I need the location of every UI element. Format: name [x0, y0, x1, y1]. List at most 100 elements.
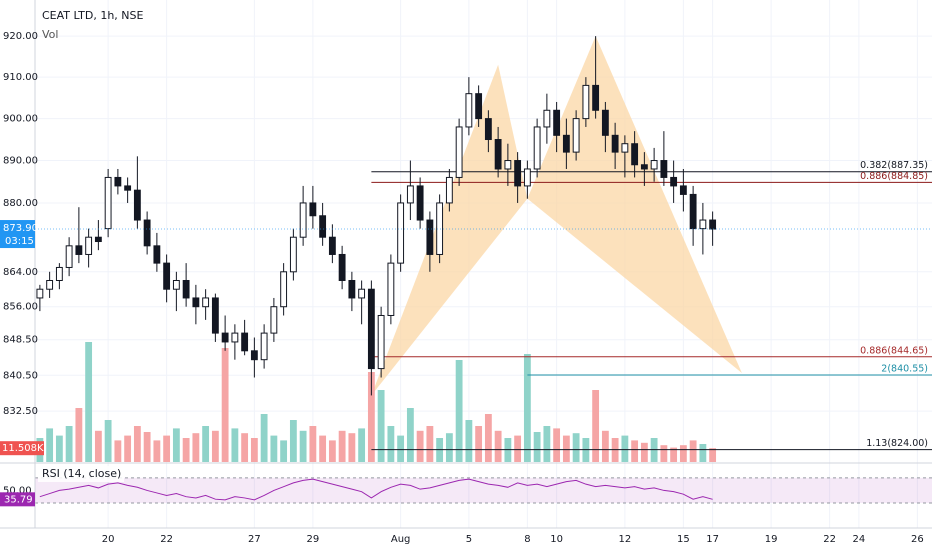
candle-body — [601, 109, 609, 136]
candle-body — [250, 350, 258, 361]
volume-bar — [601, 430, 609, 462]
candle-body — [543, 109, 551, 128]
volume-bar — [523, 354, 531, 462]
volume-bar — [679, 445, 687, 462]
candle-body — [55, 266, 63, 281]
y-tick-label: 840.50 — [3, 370, 38, 381]
fib-label: 0.382(887.35) — [860, 160, 928, 171]
rsi-tag — [0, 492, 35, 507]
x-tick-label: 22 — [823, 534, 836, 545]
candle-body — [280, 271, 288, 308]
candle-body — [46, 279, 54, 290]
y-tick-label: 890.00 — [3, 156, 38, 167]
volume-bar — [348, 433, 356, 462]
volume-bar — [406, 408, 414, 462]
rsi-label-bg — [38, 466, 124, 482]
volume-bar — [367, 372, 375, 462]
candle-body — [504, 160, 512, 170]
candle-body — [416, 185, 424, 221]
candle-body — [85, 236, 93, 255]
volume-bar — [445, 433, 453, 462]
candle-body — [475, 93, 483, 120]
candle-body — [221, 332, 229, 343]
candle-body — [445, 176, 453, 204]
y-tick-label: 900.00 — [3, 114, 38, 125]
candle-body — [387, 262, 395, 316]
x-tick-label: 8 — [524, 534, 530, 545]
y-tick-label: 832.50 — [3, 406, 38, 417]
candle-body — [231, 332, 239, 343]
volume-bar — [75, 408, 83, 462]
candle-body — [319, 215, 327, 238]
rsi-label: RSI (14, close) — [42, 467, 121, 480]
volume-bar — [592, 390, 600, 462]
volume-bar — [631, 440, 639, 462]
candle-body — [348, 279, 356, 299]
volume-bar — [202, 426, 210, 462]
volume-bar — [163, 435, 171, 462]
candle-body — [533, 126, 541, 170]
volume-bar — [299, 430, 307, 462]
fib-label: 0.886(884.85) — [860, 171, 928, 182]
candle-body — [572, 118, 580, 153]
volume-bar — [533, 432, 541, 462]
x-tick-label: 15 — [677, 534, 690, 545]
candle-body — [36, 288, 44, 299]
candle-body — [309, 202, 317, 217]
volume-bar — [124, 435, 132, 462]
candle-body — [65, 245, 73, 268]
fib-label: 1.13(824.00) — [866, 438, 928, 449]
volume-bar — [143, 432, 151, 462]
candle-body — [202, 297, 210, 308]
volume-bar — [328, 440, 336, 462]
volume-bar — [553, 428, 561, 462]
rsi-line — [39, 478, 713, 501]
x-tick-label: 17 — [706, 534, 719, 545]
volume-tag-label: 11.508K — [2, 443, 44, 454]
candle-body — [299, 202, 307, 238]
volume-bar — [377, 390, 385, 462]
volume-bar — [397, 435, 405, 462]
candle-body — [406, 185, 414, 204]
rsi-tag-label: 35.79 — [4, 494, 33, 505]
volume-bar — [455, 360, 463, 462]
x-tick-label: 24 — [853, 534, 866, 545]
candle-body — [397, 202, 405, 264]
candle-body — [553, 109, 561, 136]
volume-bar — [221, 348, 229, 462]
candle-body — [289, 236, 297, 273]
volume-bar — [494, 430, 502, 462]
volume-bar — [250, 438, 258, 462]
rsi-band — [35, 477, 932, 503]
volume-bar — [192, 433, 200, 462]
volume-bar — [387, 426, 395, 462]
candle-body — [679, 185, 687, 195]
candle-body — [270, 306, 278, 334]
x-tick-label: 12 — [619, 534, 632, 545]
candle-body — [114, 176, 122, 187]
candle-body — [660, 160, 668, 178]
candle-body — [562, 134, 570, 153]
x-tick-label: 20 — [102, 534, 115, 545]
candle-body — [484, 118, 492, 141]
candle-body — [94, 236, 102, 243]
volume-bar — [699, 444, 707, 462]
volume-bar — [709, 448, 717, 462]
candle-body — [328, 236, 336, 255]
candle-body — [367, 288, 375, 370]
volume-bar — [270, 435, 278, 462]
x-tick-label: 29 — [307, 534, 320, 545]
candle-body — [465, 93, 473, 128]
volume-bar — [46, 428, 54, 462]
fib-label: 2(840.55) — [881, 364, 928, 375]
candle-body — [241, 332, 249, 352]
volume-bar — [104, 420, 112, 462]
volume-bar — [416, 430, 424, 462]
volume-bar — [153, 440, 161, 462]
candle-body — [172, 279, 180, 290]
candle-body — [689, 193, 697, 230]
candle-body — [592, 84, 600, 111]
volume-bar — [241, 433, 249, 462]
volume-bar — [484, 414, 492, 462]
